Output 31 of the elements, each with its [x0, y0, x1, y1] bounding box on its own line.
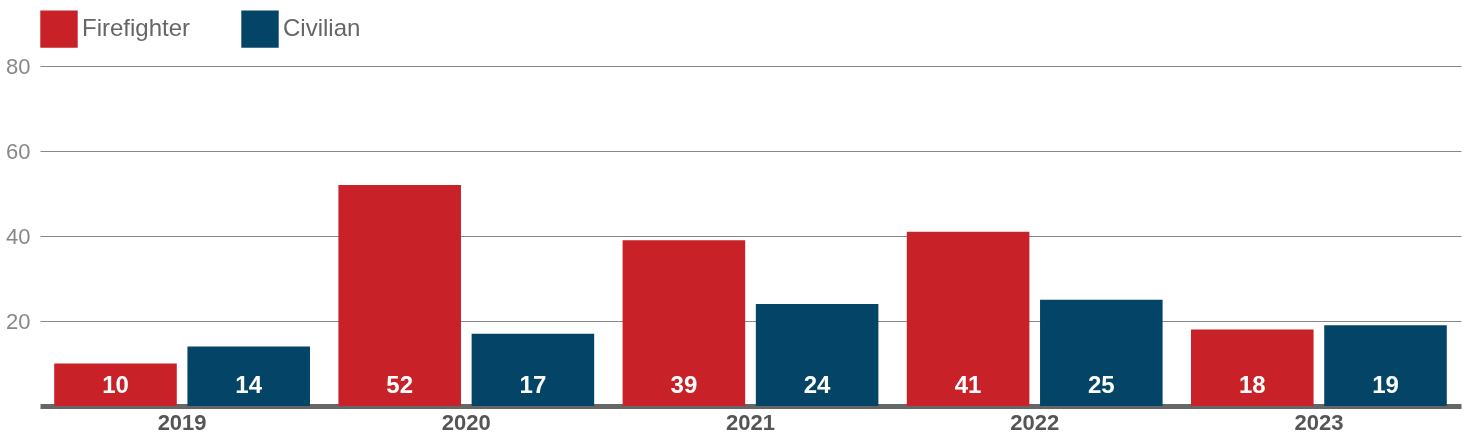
x-tick-label: 2022 — [1010, 409, 1060, 435]
bar — [755, 304, 879, 406]
x-tick-label: 2021 — [726, 409, 775, 435]
bar — [187, 346, 310, 406]
bar — [1040, 299, 1163, 406]
legend-label: Civilian — [283, 14, 361, 42]
data-label: 17 — [519, 371, 547, 398]
legend-label: Firefighter — [82, 14, 191, 42]
y-tick-label: 40 — [6, 223, 31, 249]
data-label: 25 — [1087, 371, 1115, 398]
data-label: 10 — [102, 371, 129, 398]
data-label: 18 — [1238, 371, 1266, 398]
bar — [906, 231, 1030, 406]
bar — [622, 240, 746, 406]
y-tick-label: 20 — [6, 308, 31, 334]
x-tick-label: 2020 — [441, 409, 491, 435]
y-tick-label: 80 — [6, 53, 31, 79]
data-label: 52 — [386, 371, 414, 398]
data-label: 41 — [954, 371, 982, 398]
x-tick-label: 2019 — [157, 409, 207, 435]
bar — [1191, 329, 1314, 406]
data-label: 14 — [235, 371, 263, 398]
data-label: 24 — [803, 371, 832, 398]
data-label: 39 — [670, 371, 698, 398]
bar — [471, 333, 595, 406]
x-tick-label: 2023 — [1294, 409, 1344, 435]
bar — [338, 185, 461, 406]
bar — [54, 363, 177, 406]
bar — [1324, 325, 1447, 406]
y-tick-label: 60 — [6, 138, 31, 164]
data-label: 19 — [1372, 371, 1399, 398]
